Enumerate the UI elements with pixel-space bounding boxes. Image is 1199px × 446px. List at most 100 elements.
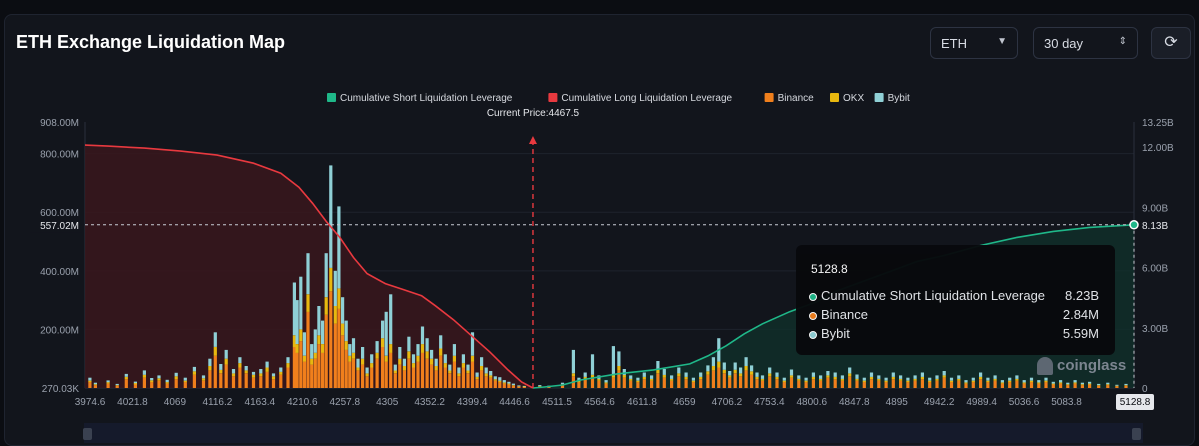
coin-select[interactable]: ETH ▼	[930, 27, 1018, 59]
range-scrollbar[interactable]	[84, 423, 1143, 443]
binance-bar	[583, 379, 587, 388]
x-axis-tick-label: 4210.6	[287, 397, 318, 408]
binance-bar	[869, 379, 874, 388]
okx-bar	[804, 380, 808, 383]
okx-bar	[348, 355, 352, 362]
binance-bar	[313, 358, 317, 388]
binance-bar	[775, 379, 779, 388]
bybit-bar	[348, 344, 352, 356]
okx-bar	[768, 373, 772, 377]
range-start-handle[interactable]	[83, 428, 92, 440]
series-dot-icon	[809, 330, 817, 339]
bybit-bar	[1124, 383, 1128, 386]
bybit-bar	[906, 377, 910, 381]
okx-bar	[337, 288, 341, 309]
bybit-bar	[310, 344, 314, 359]
bybit-bar	[604, 380, 608, 383]
bybit-bar	[920, 372, 924, 377]
bybit-bar	[560, 382, 565, 385]
x-axis-tick-label: 4163.4	[245, 397, 276, 408]
left-axis-tick-label: 800.00M	[40, 150, 79, 161]
okx-bar	[231, 373, 236, 377]
bybit-bar	[957, 375, 961, 379]
x-axis-tick-label: 3974.6	[75, 397, 106, 408]
bybit-bar	[244, 366, 248, 371]
crosshair-left-label: 557.02M	[40, 221, 79, 232]
bybit-bar	[313, 329, 317, 353]
bybit-bar	[124, 373, 128, 377]
okx-bar	[1073, 382, 1077, 384]
okx-bar	[507, 383, 511, 385]
bybit-bar	[142, 370, 146, 375]
okx-bar	[361, 358, 365, 365]
binance-bar	[920, 379, 924, 388]
binance-bar	[684, 379, 688, 388]
okx-bar	[964, 382, 968, 384]
period-select-value: 30 day	[1044, 36, 1084, 51]
okx-bar	[411, 363, 416, 368]
okx-bar	[733, 369, 737, 374]
binance-bar	[341, 335, 345, 388]
okx-bar	[356, 367, 360, 371]
binance-bar	[611, 377, 615, 388]
okx-bar	[789, 375, 794, 378]
binance-bar	[493, 380, 497, 388]
binance-bar	[165, 383, 169, 388]
bybit-bar	[106, 380, 110, 383]
bybit-bar	[775, 372, 779, 377]
bybit-bar	[650, 375, 654, 379]
okx-bar	[498, 380, 502, 383]
binance-bar	[425, 358, 429, 388]
chart-tooltip: 5128.8 Cumulative Short Liquidation Leve…	[796, 245, 1115, 355]
binance-bar	[768, 376, 772, 388]
binance-bar	[949, 382, 954, 388]
binance-bar	[636, 382, 640, 388]
range-end-handle[interactable]	[1132, 428, 1141, 440]
bybit-bar	[457, 367, 461, 374]
bybit-bar	[517, 385, 521, 387]
bybit-bar	[498, 377, 502, 381]
binance-bar	[393, 373, 397, 388]
bybit-bar	[804, 377, 808, 381]
binance-bar	[899, 380, 903, 388]
bybit-bar	[393, 364, 397, 371]
left-axis-tick-label: 400.00M	[40, 267, 79, 278]
bybit-bar	[739, 367, 743, 374]
okx-bar	[906, 380, 910, 383]
bybit-bar	[329, 165, 333, 268]
binance-bar	[439, 355, 443, 388]
binance-bar	[986, 382, 990, 388]
okx-bar	[622, 374, 626, 378]
bybit-bar	[662, 369, 666, 375]
bybit-bar	[706, 365, 710, 372]
period-select[interactable]: 30 day ⇕	[1033, 27, 1138, 59]
binance-bar	[642, 379, 646, 388]
binance-bar	[797, 380, 801, 388]
binance-bar	[706, 374, 710, 388]
binance-bar	[617, 370, 621, 388]
brand-watermark: coinglass	[1037, 357, 1126, 376]
caret-down-icon: ▼	[997, 36, 1007, 47]
okx-bar	[244, 370, 248, 374]
okx-bar	[251, 374, 256, 378]
bybit-bar	[420, 326, 425, 345]
bybit-bar	[884, 377, 888, 381]
bybit-bar	[356, 358, 360, 368]
bybit-bar	[993, 375, 997, 379]
x-axis-tick-label: 5083.8	[1051, 397, 1082, 408]
okx-bar	[142, 374, 146, 378]
binance-bar	[840, 380, 844, 388]
binance-bar	[265, 371, 269, 388]
refresh-button[interactable]: ⟳	[1151, 27, 1191, 59]
bybit-bar	[192, 366, 196, 372]
okx-bar	[884, 380, 888, 383]
binance-bar	[1037, 383, 1041, 388]
bybit-bar	[728, 371, 732, 376]
binance-bar	[279, 374, 283, 388]
okx-bar	[522, 386, 526, 387]
bybit-bar	[571, 349, 575, 374]
bybit-bar	[971, 377, 975, 381]
chart-title: ETH Exchange Liquidation Map	[16, 32, 286, 52]
bybit-bar	[1000, 380, 1004, 383]
